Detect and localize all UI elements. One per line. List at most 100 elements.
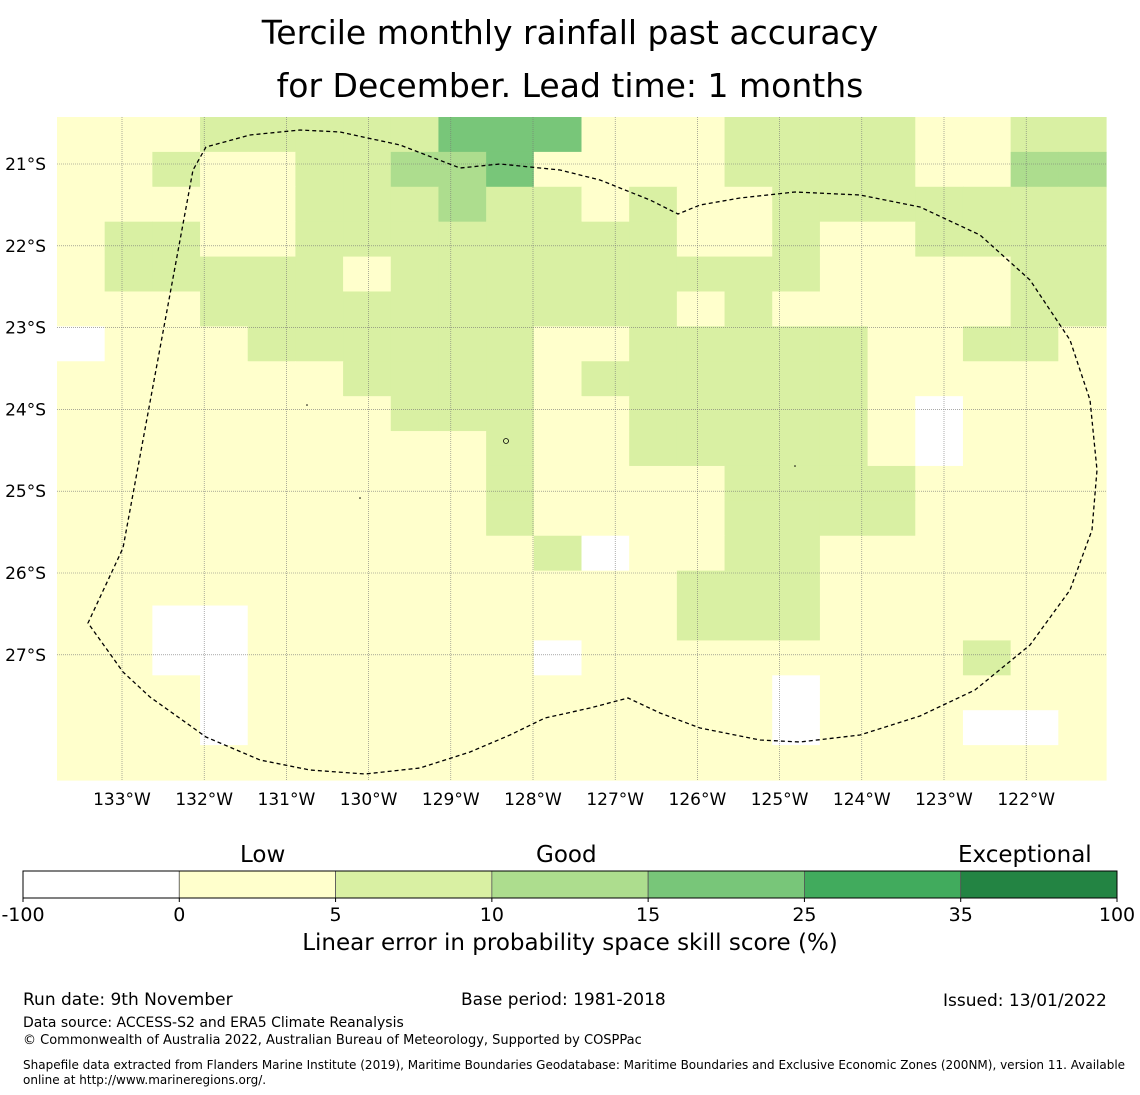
grid-cell — [486, 675, 535, 711]
grid-cell — [343, 570, 392, 607]
grid-cell — [57, 431, 106, 467]
grid-cell — [200, 535, 249, 572]
grid-cell — [486, 570, 535, 607]
grid-cell — [390, 151, 440, 188]
grid-cell — [1058, 186, 1107, 223]
colorbar-tick-label: 10 — [480, 904, 504, 926]
grid-cell — [152, 291, 201, 327]
grid-cell — [343, 745, 392, 781]
grid-cell — [915, 117, 964, 153]
grid-cell — [676, 570, 726, 607]
grid-cell — [772, 535, 821, 572]
grid-cell — [104, 745, 153, 781]
grid-cell — [438, 431, 487, 467]
grid-cell — [581, 710, 630, 746]
grid-cell — [57, 256, 106, 293]
title-line-1: Tercile monthly rainfall past accuracy — [261, 13, 879, 52]
grid-cell — [867, 465, 916, 502]
grid-cell — [724, 291, 773, 327]
grid-cell — [152, 675, 201, 711]
grid-cell — [724, 396, 773, 432]
grid-cell — [57, 326, 106, 362]
colorbar-swatch — [22, 870, 180, 899]
grid-cell — [438, 500, 487, 537]
grid-cell — [581, 326, 630, 362]
grid-cell — [390, 465, 440, 502]
grid-cell — [152, 221, 201, 258]
grid-cell — [962, 117, 1012, 153]
grid-cell — [247, 710, 297, 746]
longitude-label: 126°W — [669, 790, 727, 810]
grid-cell — [915, 151, 964, 188]
eez-boundary — [87, 129, 1098, 775]
grid-cell — [581, 291, 630, 327]
grid-cell — [676, 151, 726, 188]
longitude-label: 130°W — [340, 790, 398, 810]
base-period: Base period: 1981-2018 — [461, 990, 666, 1010]
grid-cell — [247, 396, 297, 432]
grid-cell — [390, 570, 440, 607]
grid-cell — [390, 117, 440, 153]
longitude-labels: 133°W 132°W 131°W 130°W 129°W 128°W 127°W 126°W… — [93, 790, 1055, 810]
grid-cell — [1010, 640, 1059, 676]
colorbar-tick-label: 35 — [949, 904, 973, 926]
grid-cell — [104, 221, 153, 258]
grid-cell — [1058, 151, 1107, 188]
grid-cell — [629, 535, 678, 572]
grid-cell — [676, 186, 726, 223]
grid-cell — [247, 361, 297, 397]
longitude-label: 122°W — [997, 790, 1055, 810]
colorbar-swatch — [335, 870, 493, 899]
grid-cell — [438, 465, 487, 502]
grid-cell — [295, 256, 344, 293]
grid-cell — [1058, 396, 1107, 432]
grid-cell — [295, 396, 344, 432]
grid-cell — [295, 465, 344, 502]
longitude-label: 133°W — [93, 790, 151, 810]
grid-cell — [581, 570, 630, 607]
grid-cell — [676, 605, 726, 642]
grid-cell — [581, 431, 630, 467]
grid-cell — [724, 431, 773, 467]
grid-cell — [915, 326, 964, 362]
colorbar-tick-label: 100 — [1099, 904, 1135, 926]
longitude-label: 124°W — [833, 790, 891, 810]
grid-cell — [104, 151, 153, 188]
grid-cell — [915, 465, 964, 502]
grid-cell — [1010, 256, 1059, 293]
grid-cell — [867, 710, 916, 746]
grid-cell — [915, 710, 964, 746]
grid-cell — [962, 291, 1012, 327]
grid-cell — [629, 465, 678, 502]
grid-cell — [962, 256, 1012, 293]
grid-cell — [486, 361, 535, 397]
grid-cell — [1010, 465, 1059, 502]
grid-cell — [247, 570, 297, 607]
grid-cell — [200, 326, 249, 362]
grid-cell — [295, 675, 344, 711]
grid-cell — [724, 326, 773, 362]
grid-cell — [343, 710, 392, 746]
grid-cell — [247, 500, 297, 537]
grid-cell — [915, 361, 964, 397]
grid-cell — [581, 361, 630, 397]
grid-cell — [57, 117, 106, 153]
grid-cell — [533, 326, 583, 362]
grid-cell — [295, 326, 344, 362]
grid-cell — [867, 117, 916, 153]
colorbar: -100 0 5 10 15 25 35 100 — [1, 870, 1135, 926]
grid-cell — [915, 221, 964, 258]
grid-cell — [104, 256, 153, 293]
grid-cell — [1010, 151, 1059, 188]
grid-cell — [915, 605, 964, 642]
grid-cell — [486, 326, 535, 362]
grid-cell — [152, 465, 201, 502]
grid-cell — [676, 431, 726, 467]
grid-cell — [104, 535, 153, 572]
grid-cell — [104, 186, 153, 223]
grid-cell — [819, 117, 869, 153]
grid-cell — [1058, 710, 1107, 746]
grid-cell — [57, 570, 106, 607]
colorbar-swatch — [491, 870, 649, 899]
grid-cell — [57, 151, 106, 188]
